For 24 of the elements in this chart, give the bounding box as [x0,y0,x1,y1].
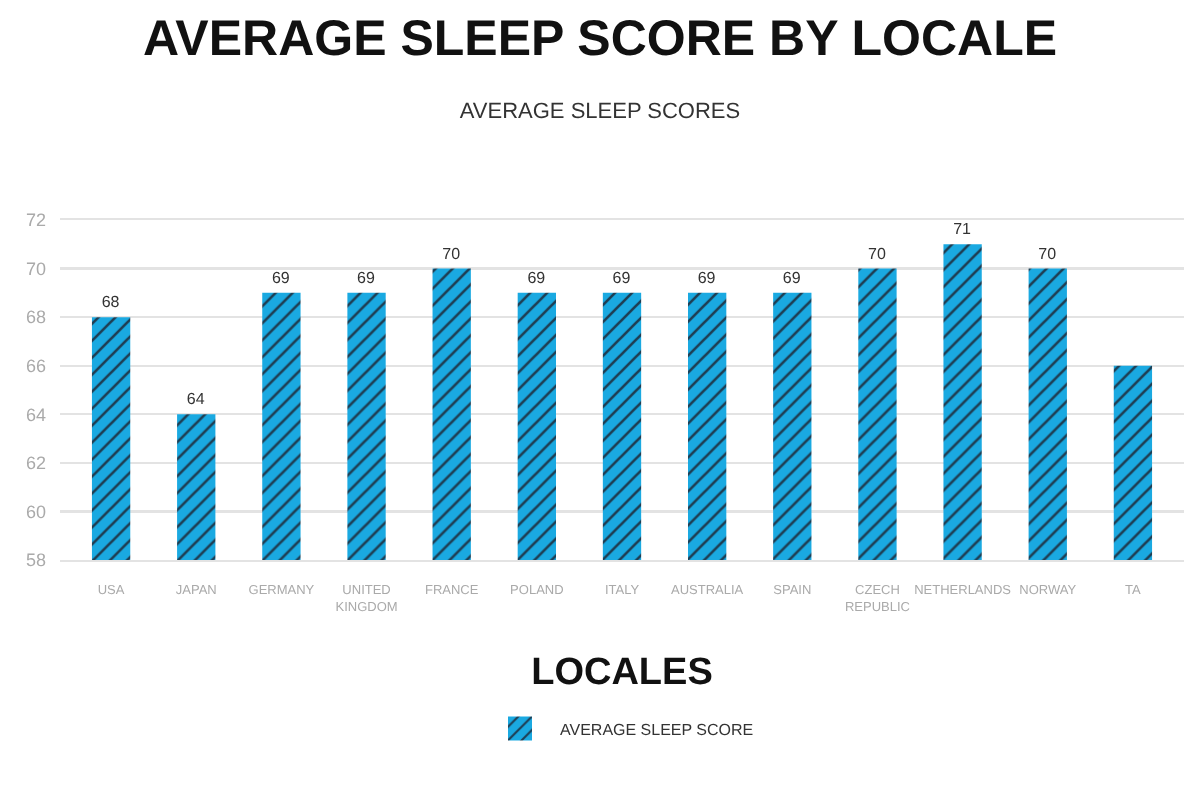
data-label: 68 [101,293,121,312]
data-label: 69 [357,268,376,287]
data-label: 70 [868,244,887,263]
data-label: 71 [953,220,973,239]
y-tick-label: 62 [25,453,46,474]
data-label: 69 [782,268,802,287]
x-axis-title: LOCALES [531,652,713,695]
data-label: 69 [612,268,632,287]
y-tick-label: 60 [25,501,46,522]
y-tick-label: 70 [25,258,46,279]
y-tick-label: 64 [25,404,46,425]
y-tick-label: 68 [25,307,46,328]
y-tick-label: 72 [25,210,46,231]
y-tick-label: 58 [25,550,46,571]
data-label: 70 [1038,244,1058,263]
chart-title: AVERAGE SLEEP SCORE BY LOCALE [142,11,1058,67]
series-label: AVERAGE SLEEP SCORE [560,720,754,739]
data-label: 69 [271,268,291,287]
data-label: 69 [697,268,717,287]
data-label: 70 [442,244,462,263]
data-label: 64 [186,390,206,409]
y-tick-label: 66 [25,356,46,377]
chart-subtitle: AVERAGE SLEEP SCORES [459,99,741,124]
data-label: 69 [527,268,547,287]
